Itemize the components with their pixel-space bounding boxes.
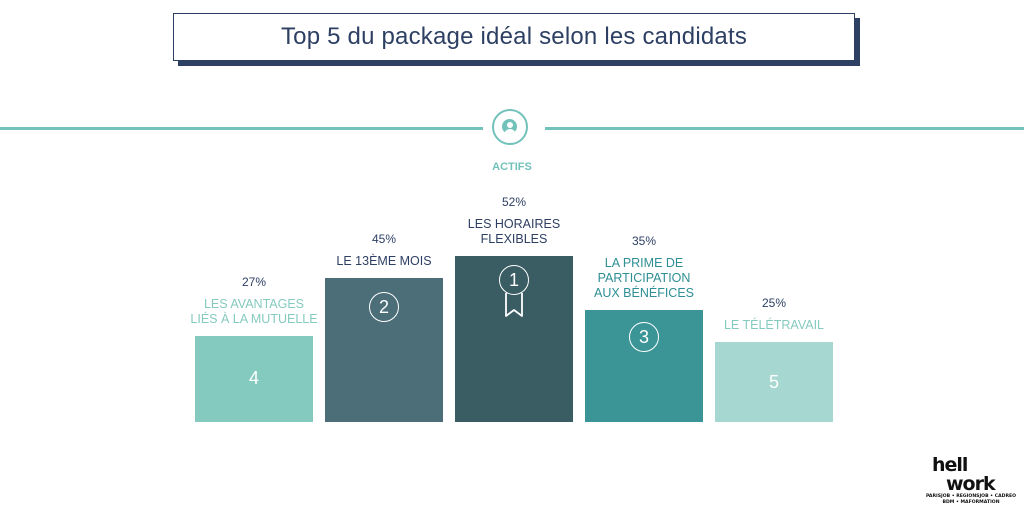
- category-label-line: LIÉS À LA MUTUELLE: [190, 311, 318, 326]
- logo-word-2: work: [946, 473, 996, 495]
- chart-title: Top 5 du package idéal selon les candida…: [173, 13, 855, 61]
- medal-icon: 1: [499, 265, 529, 320]
- logo-word-1: hell: [932, 454, 968, 476]
- category-label-line: PARTICIPATION: [597, 271, 691, 286]
- category-label-line: AUX BÉNÉFICES: [593, 286, 695, 301]
- category-label: LA PRIME DE PARTICIPATION AUX BÉNÉFICES: [544, 256, 744, 301]
- rank-badge: 2: [369, 292, 399, 323]
- rank-badge: 1: [499, 265, 529, 295]
- category-label: LE 13ÈME MOIS: [284, 254, 484, 269]
- bar-2: 2: [325, 278, 443, 422]
- value-label: 27%: [241, 274, 267, 289]
- category-label-line: FLEXIBLES: [480, 232, 548, 246]
- hellowork-logo: hell work PARISJOB • REGIONSJOB • CADREO…: [922, 456, 1020, 506]
- category-label: LES AVANTAGES LIÉS À LA MUTUELLE: [154, 297, 354, 327]
- rank-label: 4: [248, 368, 259, 389]
- category-label: LE TÉLÉTRAVAIL: [674, 318, 874, 333]
- divider-right: [545, 127, 1024, 130]
- category-label-line: LE 13ÈME MOIS: [336, 254, 432, 269]
- category-label-line: LE TÉLÉTRAVAIL: [723, 318, 825, 333]
- category-label: LES HORAIRES FLEXIBLES: [414, 217, 614, 247]
- logo-sub-1: PARISJOB • REGIONSJOB • CADREO: [925, 494, 1017, 499]
- bar-3: 1: [455, 256, 573, 422]
- rank-label: 5: [768, 371, 779, 392]
- group-label: ACTIFS: [492, 161, 532, 173]
- logo-sub-2: BDM • MAFORMATION: [942, 500, 1000, 505]
- category-label-line: LES HORAIRES: [467, 217, 561, 231]
- value-label: 35%: [631, 234, 657, 249]
- bar-1: 4: [195, 335, 313, 422]
- category-label-line: LA PRIME DE: [604, 256, 684, 271]
- value-label: 45%: [371, 232, 397, 247]
- value-label: 52%: [501, 195, 527, 209]
- category-label-line: LES AVANTAGES: [203, 296, 305, 311]
- user-icon: [492, 109, 528, 145]
- divider-left: [0, 127, 483, 130]
- rank-badge: 3: [629, 322, 659, 353]
- bar-4: 3: [585, 310, 703, 422]
- bar-5: 5: [715, 342, 833, 422]
- value-label: 25%: [761, 296, 787, 311]
